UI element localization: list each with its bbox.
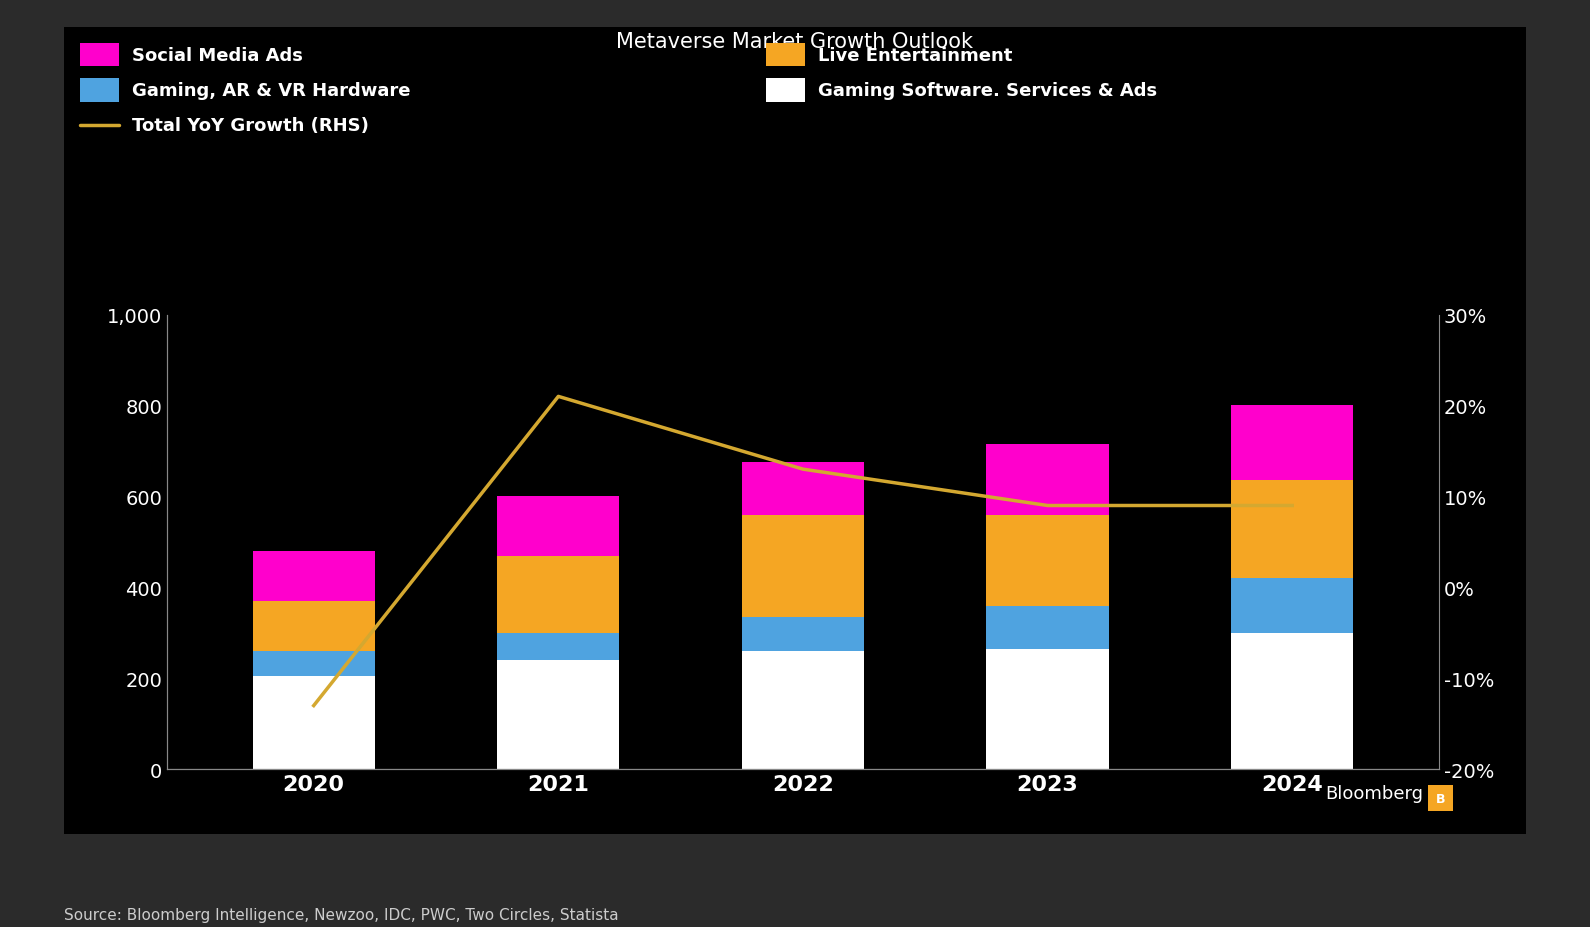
Bar — [743, 463, 863, 515]
Bar — [253, 552, 375, 602]
Bar — [986, 515, 1108, 606]
Bar — [253, 652, 375, 677]
Text: Bloomberg: Bloomberg — [1324, 784, 1423, 802]
Bar — [253, 602, 375, 652]
Text: Social Media Ads: Social Media Ads — [132, 46, 302, 65]
Bar — [498, 497, 620, 556]
Bar — [253, 677, 375, 769]
Bar — [1231, 578, 1353, 633]
Bar — [498, 660, 620, 769]
Bar — [1231, 481, 1353, 578]
Bar — [986, 649, 1108, 769]
Bar — [498, 556, 620, 633]
Bar — [498, 633, 620, 660]
Bar — [1231, 633, 1353, 769]
Bar — [743, 652, 863, 769]
Bar — [743, 617, 863, 652]
Text: B: B — [1436, 792, 1445, 805]
Text: Live Entertainment: Live Entertainment — [819, 46, 1013, 65]
Bar — [986, 445, 1108, 515]
Text: Metaverse Market Growth Outlook: Metaverse Market Growth Outlook — [617, 32, 973, 53]
Bar — [986, 606, 1108, 649]
Bar — [1231, 406, 1353, 481]
Text: Gaming Software. Services & Ads: Gaming Software. Services & Ads — [819, 82, 1158, 100]
Text: Source: Bloomberg Intelligence, Newzoo, IDC, PWC, Two Circles, Statista: Source: Bloomberg Intelligence, Newzoo, … — [64, 908, 619, 922]
Text: Gaming, AR & VR Hardware: Gaming, AR & VR Hardware — [132, 82, 410, 100]
Bar — [743, 515, 863, 617]
Text: Total YoY Growth (RHS): Total YoY Growth (RHS) — [132, 117, 369, 135]
